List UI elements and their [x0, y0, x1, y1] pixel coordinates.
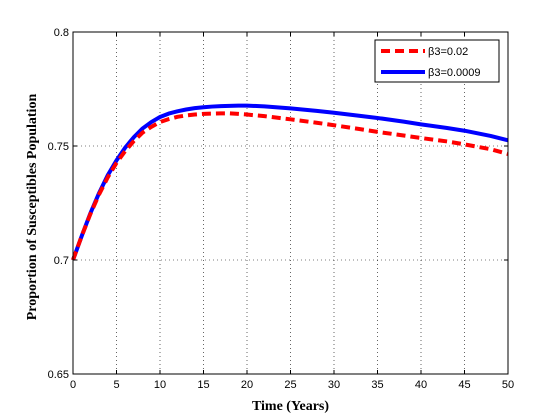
x-tick-label: 10	[154, 379, 166, 391]
x-tick-label: 50	[502, 379, 514, 391]
x-tick-label: 40	[415, 379, 427, 391]
legend-label-series-2: β3=0.0009	[428, 67, 481, 79]
y-tick-label: 0.7	[54, 255, 69, 267]
tick-marks	[72, 31, 509, 375]
legend-label-series-1: β3=0.02	[428, 46, 468, 58]
legend: β3=0.02 β3=0.0009	[374, 39, 500, 83]
grid-lines	[73, 32, 508, 374]
x-tick-label: 35	[371, 379, 383, 391]
y-tick-label: 0.75	[48, 141, 69, 153]
legend-box	[374, 39, 500, 83]
y-tick-label: 0.8	[54, 27, 69, 39]
x-tick-label: 15	[197, 379, 209, 391]
series-lines	[71, 103, 509, 261]
tick-labels: 0 5 10 15 20 25 30 35 40 45 50 0.65 0.7 0.75 0.8	[48, 27, 515, 391]
x-tick-label: 25	[284, 379, 296, 391]
x-tick-label: 45	[458, 379, 470, 391]
x-tick-label: 20	[241, 379, 253, 391]
x-tick-label: 5	[113, 379, 119, 391]
x-axis-label: Time (Years)	[252, 399, 329, 414]
y-axis-label: Proportion of Susceptibles Population	[25, 94, 40, 321]
y-tick-label: 0.65	[48, 369, 69, 381]
plot-area	[73, 32, 508, 374]
x-tick-label: 0	[70, 379, 76, 391]
x-tick-label: 30	[328, 379, 340, 391]
